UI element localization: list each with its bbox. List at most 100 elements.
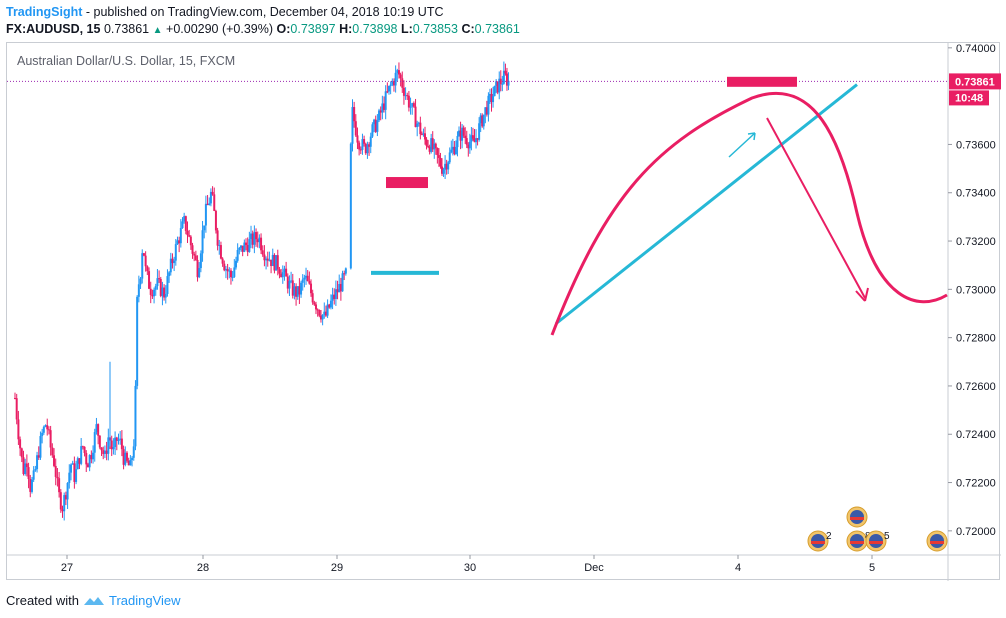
candle-body (41, 432, 44, 437)
candle-body (495, 81, 498, 86)
candle-body (88, 455, 91, 468)
candle-body (354, 121, 357, 136)
candle-body (371, 124, 374, 137)
candle-body (243, 242, 246, 252)
resistance-box-left (386, 177, 428, 189)
candle-body (326, 304, 329, 316)
candle-body (213, 194, 216, 211)
x-tick-label: 29 (331, 562, 343, 574)
candle-body (51, 447, 54, 456)
candle-body (239, 245, 242, 248)
drawings[interactable] (7, 76, 948, 336)
candle-body (56, 476, 59, 479)
candle-body (373, 119, 376, 125)
candle-body (258, 237, 261, 243)
high-value: 0.73898 (352, 22, 398, 36)
candle-body (276, 255, 279, 270)
projection-arc (550, 91, 948, 336)
candle-body (245, 242, 248, 246)
candle-body (19, 439, 22, 449)
candle-body (201, 230, 204, 254)
chart-panel[interactable]: 0.74000 0.73600 0.73400 0.73200 0.73000 0.728… (6, 42, 1001, 581)
candle-body (49, 430, 52, 448)
candle-body (293, 286, 296, 296)
candle-body (422, 133, 425, 135)
candle-body (285, 268, 288, 277)
candle-body (161, 287, 164, 296)
candle-body (139, 278, 142, 285)
candle-body (447, 162, 450, 170)
candle-body (146, 266, 149, 272)
candle-body (358, 142, 361, 150)
candle-body (386, 91, 389, 93)
publisher-name[interactable]: TradingSight (6, 5, 83, 19)
candle-body (17, 419, 20, 440)
candle-body (219, 245, 222, 259)
candle-body (66, 482, 69, 500)
candle-body (153, 289, 156, 297)
candle-body (194, 255, 197, 260)
candle-body (402, 87, 405, 96)
candle-body (336, 289, 339, 293)
candle-body (407, 95, 410, 108)
candle-body (505, 73, 508, 86)
arrow-head-icon (855, 287, 869, 302)
candle-body (64, 495, 67, 500)
candle-body (81, 446, 84, 448)
x-tick-label: 5 (869, 562, 875, 574)
candle-body (364, 143, 367, 154)
candle-body (169, 258, 172, 273)
candle-body (171, 258, 174, 264)
y-tick-label: 0.72000 (956, 526, 996, 538)
candle-body (493, 85, 496, 97)
candle-body (189, 236, 192, 246)
candle-body (314, 304, 317, 310)
candle-body (132, 446, 135, 458)
up-arrow-icon: ▲ (152, 25, 163, 36)
candle-body (236, 249, 239, 261)
candle-body (176, 240, 179, 245)
candle-body (329, 300, 332, 308)
candle-body (448, 152, 451, 163)
candle-body (487, 95, 490, 115)
candle-body (86, 464, 89, 468)
candle-body (216, 230, 219, 246)
candle-body (68, 472, 71, 483)
candle-body (122, 449, 125, 465)
candle-body (36, 455, 39, 470)
candle-body (406, 95, 409, 97)
candle-body (496, 81, 499, 93)
candle-body (471, 135, 474, 139)
low-value: 0.73853 (412, 22, 458, 36)
candle-body (344, 268, 347, 274)
candle-body (58, 478, 61, 493)
candle-body (142, 253, 145, 256)
candle-body (328, 304, 331, 308)
candle-body (451, 146, 454, 150)
high-label: H: (339, 22, 353, 36)
candle-body (303, 277, 306, 280)
event-count: 2 (826, 531, 832, 542)
candle-body (211, 191, 214, 195)
candle-body (349, 143, 352, 269)
candle-body (502, 70, 505, 84)
candle-body (461, 127, 464, 141)
candle-body (442, 169, 445, 174)
candle-body (110, 440, 113, 450)
x-tick-label: 28 (197, 562, 209, 574)
candle-body (90, 455, 93, 460)
candle-body (203, 225, 206, 231)
price-chart[interactable]: 0.74000 0.73600 0.73400 0.73200 0.73000 0.728… (7, 43, 1001, 581)
candle-body (141, 253, 144, 279)
footer: Created with TradingView (6, 593, 181, 608)
tradingview-link[interactable]: TradingView (108, 593, 181, 608)
candle-body (260, 237, 263, 251)
candle-body (434, 143, 437, 148)
candle-body (379, 110, 382, 113)
candle-body (92, 452, 95, 460)
candle-body (479, 115, 482, 124)
candle-body (103, 450, 106, 454)
countdown-label: 10:48 (955, 92, 983, 104)
candle-body (226, 268, 229, 272)
candle-body (412, 103, 415, 107)
